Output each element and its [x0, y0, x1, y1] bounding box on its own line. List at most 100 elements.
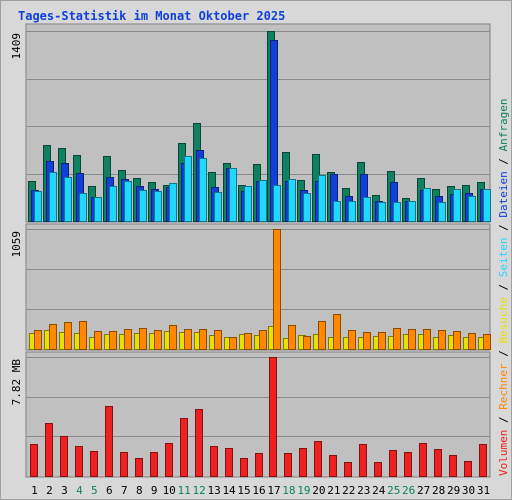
bar-seiten-day-13	[214, 192, 222, 222]
panel-1-max-label: 1409	[10, 33, 23, 60]
x-tick-label-day-13: 13	[207, 484, 220, 497]
bar-volumen-day-20	[314, 441, 322, 477]
legend-text: Volumen / Rechner / Besuche / Seiten / D…	[497, 98, 510, 476]
bar-seiten-day-16	[259, 180, 267, 222]
bar-volumen-day-17	[269, 357, 277, 477]
bar-rechner-day-4	[79, 321, 87, 350]
bar-rechner-day-10	[169, 325, 177, 350]
panel-3-max-label: 7.82 MB	[10, 359, 23, 406]
x-tick-label-day-16: 16	[252, 484, 265, 497]
bar-rechner-day-18	[288, 325, 296, 350]
bar-rechner-day-3	[64, 322, 72, 350]
legend-item-seiten: Seiten	[497, 237, 510, 278]
bar-rechner-day-29	[453, 331, 461, 350]
x-tick-label-day-7: 7	[121, 484, 128, 497]
bar-seiten-day-14	[229, 168, 237, 222]
bar-rechner-day-15	[244, 333, 252, 350]
bar-rechner-day-12	[199, 329, 207, 350]
bar-rechner-day-5	[94, 331, 102, 350]
bar-volumen-day-14	[225, 448, 233, 477]
bar-volumen-day-29	[449, 455, 457, 477]
bar-seiten-day-23	[363, 197, 371, 222]
x-tick-label-day-28: 28	[432, 484, 445, 497]
bar-volumen-day-16	[255, 453, 263, 477]
bar-seiten-day-15	[244, 186, 252, 222]
bar-seiten-day-2	[49, 172, 57, 222]
bar-rechner-day-8	[139, 328, 147, 350]
bar-seiten-day-8	[139, 190, 147, 222]
bar-seiten-day-9	[154, 191, 162, 222]
legend-separator: /	[497, 343, 510, 364]
bar-rechner-day-31	[483, 334, 491, 350]
bar-rechner-day-22	[348, 330, 356, 350]
legend-item-anfragen: Anfragen	[497, 98, 510, 152]
x-tick-label-day-23: 23	[357, 484, 370, 497]
x-tick-label-day-15: 15	[237, 484, 250, 497]
bar-volumen-day-27	[419, 443, 427, 477]
bar-seiten-day-18	[288, 179, 296, 222]
bar-volumen-day-10	[165, 443, 173, 477]
bar-rechner-day-25	[393, 328, 401, 350]
bar-volumen-day-23	[359, 444, 367, 477]
bar-rechner-day-9	[154, 330, 162, 350]
x-tick-label-day-21: 21	[327, 484, 340, 497]
bar-rechner-day-7	[124, 329, 132, 350]
x-tick-label-day-29: 29	[447, 484, 460, 497]
bar-seiten-day-12	[199, 158, 207, 222]
x-tick-label-day-8: 8	[136, 484, 143, 497]
bar-seiten-day-20	[318, 175, 326, 222]
legend-separator: /	[497, 277, 510, 298]
bar-rechner-day-11	[184, 329, 192, 350]
x-tick-label-day-14: 14	[222, 484, 236, 497]
x-tick-label-day-1: 1	[31, 484, 38, 497]
bar-seiten-day-29	[453, 189, 461, 222]
x-tick-label-day-24: 24	[372, 484, 386, 497]
x-tick-label-day-5: 5	[91, 484, 98, 497]
bar-seiten-day-28	[438, 202, 446, 222]
x-tick-label-day-6: 6	[106, 484, 113, 497]
bar-volumen-day-19	[299, 448, 307, 477]
bar-seiten-day-6	[109, 186, 117, 222]
bar-seiten-day-4	[79, 193, 87, 222]
x-tick-label-day-2: 2	[46, 484, 53, 497]
bar-seiten-day-19	[303, 193, 311, 222]
bar-volumen-day-30	[464, 461, 472, 477]
x-tick-label-day-30: 30	[462, 484, 475, 497]
bar-seiten-day-10	[169, 183, 177, 222]
x-tick-label-day-4: 4	[76, 484, 83, 497]
x-tick-label-day-18: 18	[282, 484, 295, 497]
bar-volumen-day-2	[45, 423, 53, 477]
bar-volumen-day-1	[30, 444, 38, 477]
bar-volumen-day-24	[374, 462, 382, 477]
legend-item-volumen: Volumen	[497, 429, 510, 476]
x-tick-label-day-27: 27	[417, 484, 430, 497]
chart-title: Tages-Statistik im Monat Oktober 2025	[18, 9, 286, 23]
bar-volumen-day-3	[60, 436, 68, 477]
bar-rechner-day-1	[34, 330, 42, 350]
panel-2-max-label: 1059	[10, 231, 23, 258]
bar-seiten-day-22	[348, 201, 356, 222]
bar-rechner-day-14	[229, 337, 237, 350]
bar-volumen-day-11	[180, 418, 188, 477]
bar-seiten-day-1	[34, 191, 42, 222]
bar-rechner-day-26	[408, 329, 416, 350]
bar-seiten-day-17	[273, 185, 281, 222]
x-tick-label-day-31: 31	[477, 484, 490, 497]
legend-separator: /	[497, 217, 510, 238]
bar-volumen-day-5	[90, 451, 98, 477]
bar-seiten-day-25	[393, 202, 401, 222]
bar-volumen-day-12	[195, 409, 203, 477]
x-tick-label-day-20: 20	[312, 484, 325, 497]
x-tick-label-day-9: 9	[151, 484, 158, 497]
bar-volumen-day-28	[434, 449, 442, 477]
bar-rechner-day-6	[109, 331, 117, 350]
bar-rechner-day-23	[363, 332, 371, 350]
bar-rechner-day-20	[318, 321, 326, 350]
bar-rechner-day-24	[378, 332, 386, 350]
bar-volumen-day-22	[344, 462, 352, 477]
bar-rechner-day-2	[49, 324, 57, 350]
bar-volumen-day-26	[404, 452, 412, 477]
bar-rechner-day-21	[333, 314, 341, 350]
x-tick-label-day-19: 19	[297, 484, 310, 497]
